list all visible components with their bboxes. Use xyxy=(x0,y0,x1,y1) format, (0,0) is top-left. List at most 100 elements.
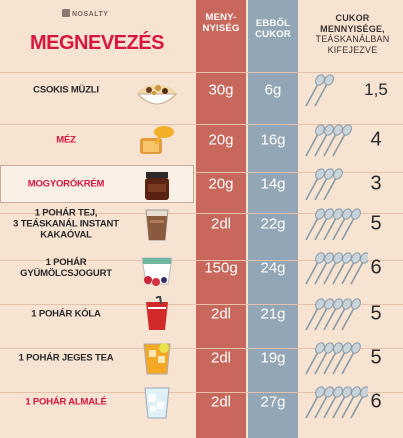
spoon-icon xyxy=(323,252,343,285)
spoon-icon xyxy=(314,298,334,331)
spoon-icon xyxy=(305,342,325,375)
item-name: 1 POHÁR KÓLA xyxy=(31,308,101,320)
spoon-icon xyxy=(323,386,343,419)
row-separator xyxy=(0,392,403,393)
table-row: 1 POHÁR TEJ, 3 TEÁSKANÁL INSTANT KAKAÓVA… xyxy=(0,202,403,246)
quantity-value: 2dl xyxy=(210,215,232,233)
spoon-icon xyxy=(323,298,343,331)
row-separator xyxy=(0,72,403,73)
quantity-column xyxy=(196,0,246,438)
table-row: CSOKIS MÜZLI 30g 6g 1,5 xyxy=(0,68,403,112)
sugar-header: EBBŐL CUKOR xyxy=(255,18,291,40)
spoon-icon xyxy=(305,74,325,107)
spoon-icon xyxy=(341,342,361,375)
row-separator xyxy=(0,304,403,305)
item-name: CSOKIS MÜZLI xyxy=(33,84,99,96)
quantity-value: 20g xyxy=(208,131,234,149)
quantity-value: 20g xyxy=(208,175,234,193)
muesli-bowl-icon xyxy=(134,72,180,108)
spoon-icon xyxy=(341,208,361,241)
spoons-header-subtitle: TEÁSKANÁLBAN KIFEJEZVE xyxy=(315,34,390,55)
spoon-count: 1,5 xyxy=(364,80,388,99)
spoon-icon xyxy=(332,124,352,157)
spoons-graphic xyxy=(300,384,370,420)
spoon-icon xyxy=(332,298,352,331)
spoon-icon xyxy=(341,386,361,419)
spoon-icon xyxy=(314,124,334,157)
spoon-icon xyxy=(314,342,334,375)
row-separator xyxy=(0,124,403,125)
table-row: 1 POHÁR GYÜMÖLCSJOGURT 150g 24g 6 xyxy=(0,246,403,290)
row-separator xyxy=(0,348,403,349)
item-name: 1 POHÁR TEJ, 3 TEÁSKANÁL INSTANT KAKAÓVA… xyxy=(13,207,119,241)
quantity-value: 30g xyxy=(208,81,234,99)
table-row: 1 POHÁR KÓLA 2dl 21g 5 xyxy=(0,292,403,336)
quantity-value: 2dl xyxy=(210,305,232,323)
spoon-count: 5 xyxy=(370,302,382,325)
spoon-icon xyxy=(314,74,334,107)
item-name: MÉZ xyxy=(56,134,76,146)
spoons-graphic xyxy=(300,296,368,332)
iced-tea-glass-icon xyxy=(134,340,180,376)
spoons-graphic xyxy=(300,250,370,286)
spoons-header: CUKOR MENNYISÉGE, TEÁSKANÁLBAN KIFEJEZVE xyxy=(302,13,403,55)
item-name: 1 POHÁR JEGES TEA xyxy=(18,352,114,364)
spoons-graphic xyxy=(300,206,368,242)
spoon-icon xyxy=(305,208,325,241)
table-row: 1 POHÁR ALMALÉ 2dl 27g 6 xyxy=(0,380,403,424)
cola-cup-icon xyxy=(134,294,180,332)
sugar-column xyxy=(248,0,298,438)
spoons-graphic xyxy=(300,340,368,376)
spoon-icon xyxy=(305,298,325,331)
hazelnut-cream-jar-icon xyxy=(134,166,180,202)
quantity-value: 2dl xyxy=(210,349,232,367)
spoon-icon xyxy=(305,252,325,285)
quantity-value: 150g xyxy=(204,259,238,277)
spoon-icon xyxy=(305,124,325,157)
spoon-icon xyxy=(314,386,334,419)
spoon-count: 6 xyxy=(370,390,382,413)
spoon-icon xyxy=(314,252,334,285)
spoon-icon xyxy=(323,124,343,157)
apple-juice-glass-icon xyxy=(134,384,180,420)
sugar-value: 22g xyxy=(260,215,286,233)
item-name: 1 POHÁR GYÜMÖLCSJOGURT xyxy=(20,257,112,279)
sugar-value: 6g xyxy=(264,81,282,99)
table-row: 1 POHÁR JEGES TEA 2dl 19g 5 xyxy=(0,336,403,380)
sugar-value: 16g xyxy=(260,131,286,149)
row-separator xyxy=(0,172,403,173)
spoon-count: 5 xyxy=(370,346,382,369)
spoons-graphic xyxy=(300,166,368,202)
table-row: MÉZ 20g 16g 4 xyxy=(0,118,403,162)
sugar-value: 14g xyxy=(260,175,286,193)
quantity-value: 2dl xyxy=(210,393,232,411)
page-title: MEGNEVEZÉS xyxy=(30,32,164,54)
spoon-count: 5 xyxy=(370,212,382,235)
table-row: MOGYORÓKRÉM 20g 14g 3 xyxy=(0,162,403,206)
spoon-icon xyxy=(341,252,361,285)
fruit-yogurt-icon xyxy=(134,250,180,286)
spoons-graphic xyxy=(300,122,368,158)
spoon-count: 6 xyxy=(370,256,382,279)
spoon-icon xyxy=(314,208,334,241)
item-name: MOGYORÓKRÉM xyxy=(27,178,105,190)
spoon-icon xyxy=(314,168,334,201)
sugar-value: 21g xyxy=(260,305,286,323)
row-separator xyxy=(0,213,403,214)
spoon-icon xyxy=(332,342,352,375)
sugar-value: 24g xyxy=(260,259,286,277)
spoon-icon xyxy=(323,168,343,201)
sugar-value: 19g xyxy=(260,349,286,367)
spoon-count: 3 xyxy=(370,172,382,195)
cocoa-glass-icon xyxy=(134,206,180,242)
honey-toast-icon xyxy=(134,122,180,158)
spoon-icon xyxy=(305,386,325,419)
row-separator xyxy=(0,260,403,261)
logo-icon xyxy=(62,9,70,17)
spoon-icon xyxy=(350,252,370,285)
spoons-graphic xyxy=(300,72,368,108)
spoon-icon xyxy=(323,208,343,241)
sugar-value: 27g xyxy=(260,393,286,411)
logo: NOSALTY xyxy=(62,9,108,18)
spoon-icon xyxy=(341,298,361,331)
